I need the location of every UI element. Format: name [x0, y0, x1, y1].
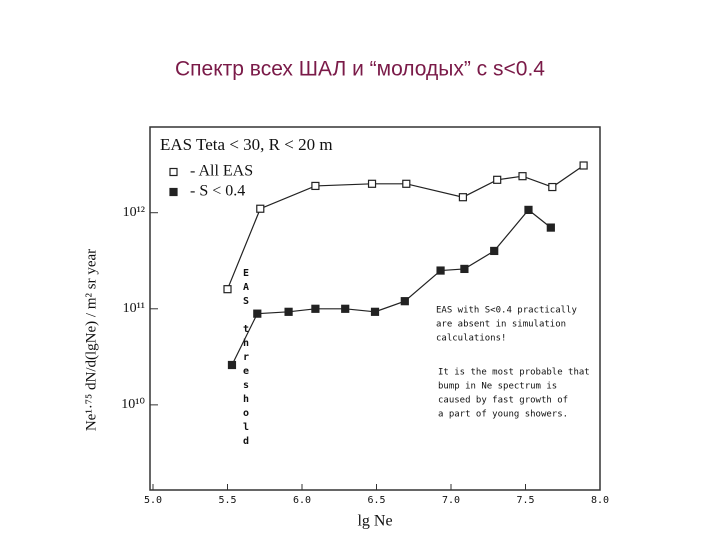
data-point [493, 175, 502, 184]
y-tick-label: 10¹¹ [123, 301, 145, 316]
threshold-note: EAS threshold [241, 268, 252, 450]
x-tick-label: 5.0 [144, 495, 162, 506]
x-axis-label: lg Ne [357, 513, 392, 530]
note-line: caused by fast growth of [438, 396, 568, 406]
data-point [311, 304, 320, 313]
note-line: EAS with S<0.4 practically [436, 306, 577, 316]
slide-title: Спектр всех ШАЛ и “молодых” с s<0.4 [175, 58, 545, 81]
note-line: a part of young showers. [438, 410, 568, 420]
data-point [546, 223, 555, 232]
note-line: calculations! [436, 334, 506, 344]
y-axis-label: Ne¹·⁷⁵ dN/d(lgNe) / m² sr year [83, 249, 99, 431]
data-point [253, 309, 262, 318]
data-point [367, 179, 377, 188]
y-tick-label: 10¹⁰ [121, 397, 145, 412]
data-point [256, 204, 265, 213]
data-point [227, 360, 237, 370]
legend-marker [169, 167, 178, 177]
data-point [223, 285, 232, 294]
legend-label: - All EAS [190, 163, 253, 180]
series-line [226, 165, 584, 290]
data-point [284, 307, 293, 316]
x-tick-label: 5.5 [218, 495, 236, 506]
note-line: are absent in simulation [436, 320, 566, 330]
data-point [402, 179, 411, 188]
y-tick-label: 10¹² [123, 205, 145, 220]
data-point [436, 266, 445, 275]
data-point [548, 182, 557, 192]
note-line: It is the most probable that [438, 368, 590, 378]
note-line: bump in Ne spectrum is [438, 382, 557, 392]
data-point [458, 193, 468, 202]
chart-header: EAS Teta < 30, R < 20 m [160, 135, 333, 154]
x-tick-label: 6.0 [293, 495, 311, 506]
data-point [518, 172, 527, 181]
data-point [370, 307, 380, 316]
legend-marker [169, 187, 178, 197]
x-tick-label: 8.0 [591, 495, 609, 506]
data-point [524, 205, 533, 214]
data-point [311, 181, 320, 191]
data-point [579, 161, 588, 170]
data-point [400, 297, 409, 306]
x-tick-label: 7.0 [442, 495, 460, 506]
data-point [341, 304, 350, 313]
data-point [490, 246, 499, 256]
data-point [460, 264, 469, 274]
x-tick-label: 7.5 [516, 495, 534, 506]
notes: EAS with S<0.4 practically are absent in… [436, 306, 590, 420]
series-line [231, 209, 552, 366]
x-tick-label: 6.5 [367, 495, 385, 506]
legend-label: - S < 0.4 [190, 183, 245, 200]
